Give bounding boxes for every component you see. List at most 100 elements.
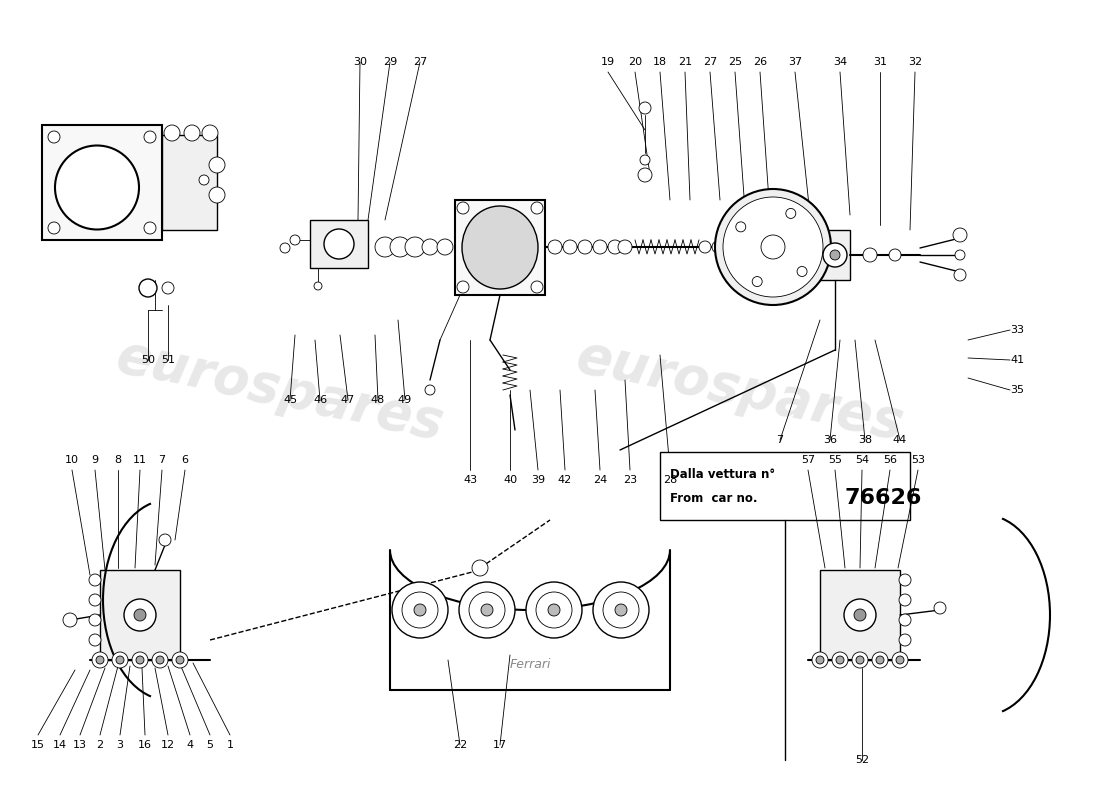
Text: 15: 15 <box>31 740 45 750</box>
Text: 19: 19 <box>601 57 615 67</box>
Circle shape <box>531 202 543 214</box>
Text: From  car no.: From car no. <box>670 491 758 505</box>
Circle shape <box>92 652 108 668</box>
Text: 27: 27 <box>412 57 427 67</box>
Circle shape <box>96 656 104 664</box>
Text: 55: 55 <box>828 455 842 465</box>
Circle shape <box>526 582 582 638</box>
Text: 17: 17 <box>493 740 507 750</box>
Text: 5: 5 <box>207 740 213 750</box>
Circle shape <box>89 574 101 586</box>
Circle shape <box>832 652 848 668</box>
Circle shape <box>876 656 884 664</box>
Text: 18: 18 <box>653 57 667 67</box>
Text: 24: 24 <box>593 475 607 485</box>
Circle shape <box>812 652 828 668</box>
Circle shape <box>955 250 965 260</box>
Text: 4: 4 <box>186 740 194 750</box>
Text: eurospares: eurospares <box>572 330 909 450</box>
Circle shape <box>469 592 505 628</box>
Circle shape <box>563 240 578 254</box>
Circle shape <box>209 187 226 203</box>
Circle shape <box>638 168 652 182</box>
Text: 29: 29 <box>383 57 397 67</box>
Text: 25: 25 <box>728 57 743 67</box>
Circle shape <box>872 652 888 668</box>
Circle shape <box>314 282 322 290</box>
Circle shape <box>836 656 844 664</box>
Text: 31: 31 <box>873 57 887 67</box>
Circle shape <box>593 240 607 254</box>
Circle shape <box>481 604 493 616</box>
Text: 47: 47 <box>341 395 355 405</box>
Text: 76626: 76626 <box>845 488 923 508</box>
Text: 34: 34 <box>833 57 847 67</box>
Text: 57: 57 <box>801 455 815 465</box>
Text: 23: 23 <box>623 475 637 485</box>
Text: 39: 39 <box>531 475 546 485</box>
Circle shape <box>844 599 876 631</box>
Circle shape <box>144 131 156 143</box>
Circle shape <box>89 594 101 606</box>
Text: 40: 40 <box>503 475 517 485</box>
Text: 51: 51 <box>161 355 175 365</box>
Circle shape <box>698 241 711 253</box>
Text: 30: 30 <box>353 57 367 67</box>
Text: 22: 22 <box>453 740 468 750</box>
Text: 52: 52 <box>855 755 869 765</box>
Circle shape <box>156 656 164 664</box>
Bar <box>820 230 850 280</box>
Circle shape <box>854 609 866 621</box>
Circle shape <box>899 574 911 586</box>
Circle shape <box>160 534 170 546</box>
Text: 42: 42 <box>558 475 572 485</box>
Text: 8: 8 <box>114 455 122 465</box>
Text: 13: 13 <box>73 740 87 750</box>
Circle shape <box>536 592 572 628</box>
Circle shape <box>456 281 469 293</box>
Circle shape <box>209 157 226 173</box>
Text: eurospares: eurospares <box>111 330 449 450</box>
Circle shape <box>715 189 830 305</box>
Text: 41: 41 <box>1010 355 1024 365</box>
Text: 43: 43 <box>463 475 477 485</box>
Circle shape <box>164 125 180 141</box>
Text: 3: 3 <box>117 740 123 750</box>
Circle shape <box>48 131 60 143</box>
Bar <box>100 570 180 660</box>
Circle shape <box>402 592 438 628</box>
Text: 28: 28 <box>663 475 678 485</box>
Text: 26: 26 <box>752 57 767 67</box>
Text: 38: 38 <box>858 435 872 445</box>
Text: 49: 49 <box>398 395 412 405</box>
Text: 1: 1 <box>227 740 233 750</box>
Text: 56: 56 <box>883 455 896 465</box>
Text: 37: 37 <box>788 57 802 67</box>
Bar <box>820 570 900 660</box>
Text: 27: 27 <box>703 57 717 67</box>
Circle shape <box>736 222 746 232</box>
Text: 9: 9 <box>91 455 99 465</box>
Ellipse shape <box>462 206 538 289</box>
Circle shape <box>603 592 639 628</box>
Circle shape <box>723 261 737 275</box>
Circle shape <box>48 222 60 234</box>
Circle shape <box>116 656 124 664</box>
Circle shape <box>184 125 200 141</box>
Circle shape <box>892 652 907 668</box>
Text: Dalla vettura n°: Dalla vettura n° <box>670 467 776 481</box>
Circle shape <box>934 602 946 614</box>
Text: 32: 32 <box>908 57 922 67</box>
Circle shape <box>280 243 290 253</box>
Circle shape <box>823 243 847 267</box>
Circle shape <box>375 237 395 257</box>
Circle shape <box>437 239 453 255</box>
Circle shape <box>414 604 426 616</box>
Text: 7: 7 <box>158 455 166 465</box>
Text: Ferrari: Ferrari <box>509 658 551 671</box>
Circle shape <box>202 125 218 141</box>
Circle shape <box>199 175 209 185</box>
Circle shape <box>63 613 77 627</box>
Circle shape <box>134 609 146 621</box>
Bar <box>42 125 162 240</box>
